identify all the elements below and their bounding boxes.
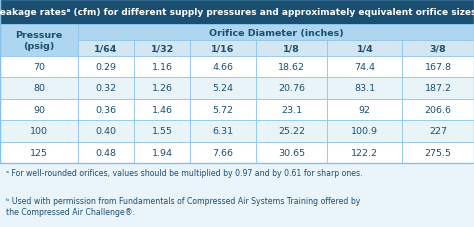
Bar	[78, 121, 134, 142]
Bar	[255, 99, 328, 121]
Bar	[190, 41, 255, 56]
Bar	[402, 41, 474, 56]
Bar	[78, 25, 474, 41]
Text: 90: 90	[33, 105, 45, 114]
Bar	[190, 121, 255, 142]
Text: 5.24: 5.24	[212, 84, 234, 93]
Text: 1.46: 1.46	[152, 105, 173, 114]
Text: 4.66: 4.66	[212, 63, 234, 72]
Bar	[328, 121, 402, 142]
Text: 167.8: 167.8	[425, 63, 452, 72]
Text: 1.26: 1.26	[152, 84, 173, 93]
Bar	[255, 142, 328, 163]
Text: ᵇ Used with permission from Fundamentals of Compressed Air Systems Training offe: ᵇ Used with permission from Fundamentals…	[6, 197, 360, 216]
Bar	[78, 142, 134, 163]
Bar	[78, 99, 134, 121]
Bar	[255, 121, 328, 142]
Bar	[0, 0, 474, 25]
Text: 1/8: 1/8	[283, 44, 300, 53]
Bar	[134, 41, 190, 56]
Text: 74.4: 74.4	[355, 63, 375, 72]
Text: 6.31: 6.31	[212, 127, 234, 136]
Bar	[0, 56, 78, 78]
Text: 20.76: 20.76	[278, 84, 305, 93]
Bar	[328, 99, 402, 121]
Text: Pressure
(psig): Pressure (psig)	[15, 31, 63, 51]
Text: 23.1: 23.1	[281, 105, 302, 114]
Text: 7.66: 7.66	[212, 148, 234, 157]
Text: 1/64: 1/64	[94, 44, 118, 53]
Text: 122.2: 122.2	[351, 148, 378, 157]
Text: 83.1: 83.1	[354, 84, 375, 93]
Text: 100: 100	[30, 127, 48, 136]
Bar	[190, 56, 255, 78]
Bar	[0, 78, 78, 99]
Text: 0.29: 0.29	[96, 63, 117, 72]
Bar	[0, 142, 78, 163]
Bar	[402, 78, 474, 99]
Bar	[0, 25, 78, 56]
Text: 0.48: 0.48	[96, 148, 117, 157]
Bar	[255, 78, 328, 99]
Bar	[134, 142, 190, 163]
Bar	[0, 99, 78, 121]
Text: 206.6: 206.6	[425, 105, 452, 114]
Text: 1.94: 1.94	[152, 148, 173, 157]
Text: 275.5: 275.5	[425, 148, 452, 157]
Bar	[78, 78, 134, 99]
Bar	[0, 121, 78, 142]
Text: 1/32: 1/32	[151, 44, 174, 53]
Text: Leakage ratesᵃ (cfm) for different supply pressures and approximately equivalent: Leakage ratesᵃ (cfm) for different suppl…	[0, 8, 474, 17]
Text: 30.65: 30.65	[278, 148, 305, 157]
Text: 100.9: 100.9	[351, 127, 378, 136]
Bar	[402, 56, 474, 78]
Bar	[78, 41, 134, 56]
Text: 5.72: 5.72	[212, 105, 234, 114]
Bar	[134, 56, 190, 78]
Text: 187.2: 187.2	[425, 84, 452, 93]
Text: 1.55: 1.55	[152, 127, 173, 136]
Bar	[328, 41, 402, 56]
Bar	[134, 99, 190, 121]
Text: 0.32: 0.32	[95, 84, 117, 93]
Text: 227: 227	[429, 127, 447, 136]
Bar	[190, 78, 255, 99]
Text: 92: 92	[359, 105, 371, 114]
Bar	[328, 78, 402, 99]
Text: 125: 125	[30, 148, 48, 157]
Bar	[134, 78, 190, 99]
Text: 80: 80	[33, 84, 45, 93]
Text: 1/16: 1/16	[211, 44, 235, 53]
Bar	[190, 99, 255, 121]
Bar	[328, 56, 402, 78]
Text: 70: 70	[33, 63, 45, 72]
Text: 1.16: 1.16	[152, 63, 173, 72]
Text: 25.22: 25.22	[278, 127, 305, 136]
Text: 0.40: 0.40	[96, 127, 117, 136]
Bar	[402, 121, 474, 142]
Bar	[78, 56, 134, 78]
Bar	[402, 99, 474, 121]
Text: 0.36: 0.36	[95, 105, 117, 114]
Text: Orifice Diameter (inches): Orifice Diameter (inches)	[209, 29, 343, 38]
Text: 18.62: 18.62	[278, 63, 305, 72]
Bar	[255, 41, 328, 56]
Bar	[402, 142, 474, 163]
Text: 3/8: 3/8	[430, 44, 447, 53]
Text: 1/4: 1/4	[356, 44, 373, 53]
Bar	[328, 142, 402, 163]
Text: ᵃ For well-rounded orifices, values should be multiplied by 0.97 and by 0.61 for: ᵃ For well-rounded orifices, values shou…	[6, 168, 362, 178]
Bar	[190, 142, 255, 163]
Bar	[134, 121, 190, 142]
Bar	[255, 56, 328, 78]
